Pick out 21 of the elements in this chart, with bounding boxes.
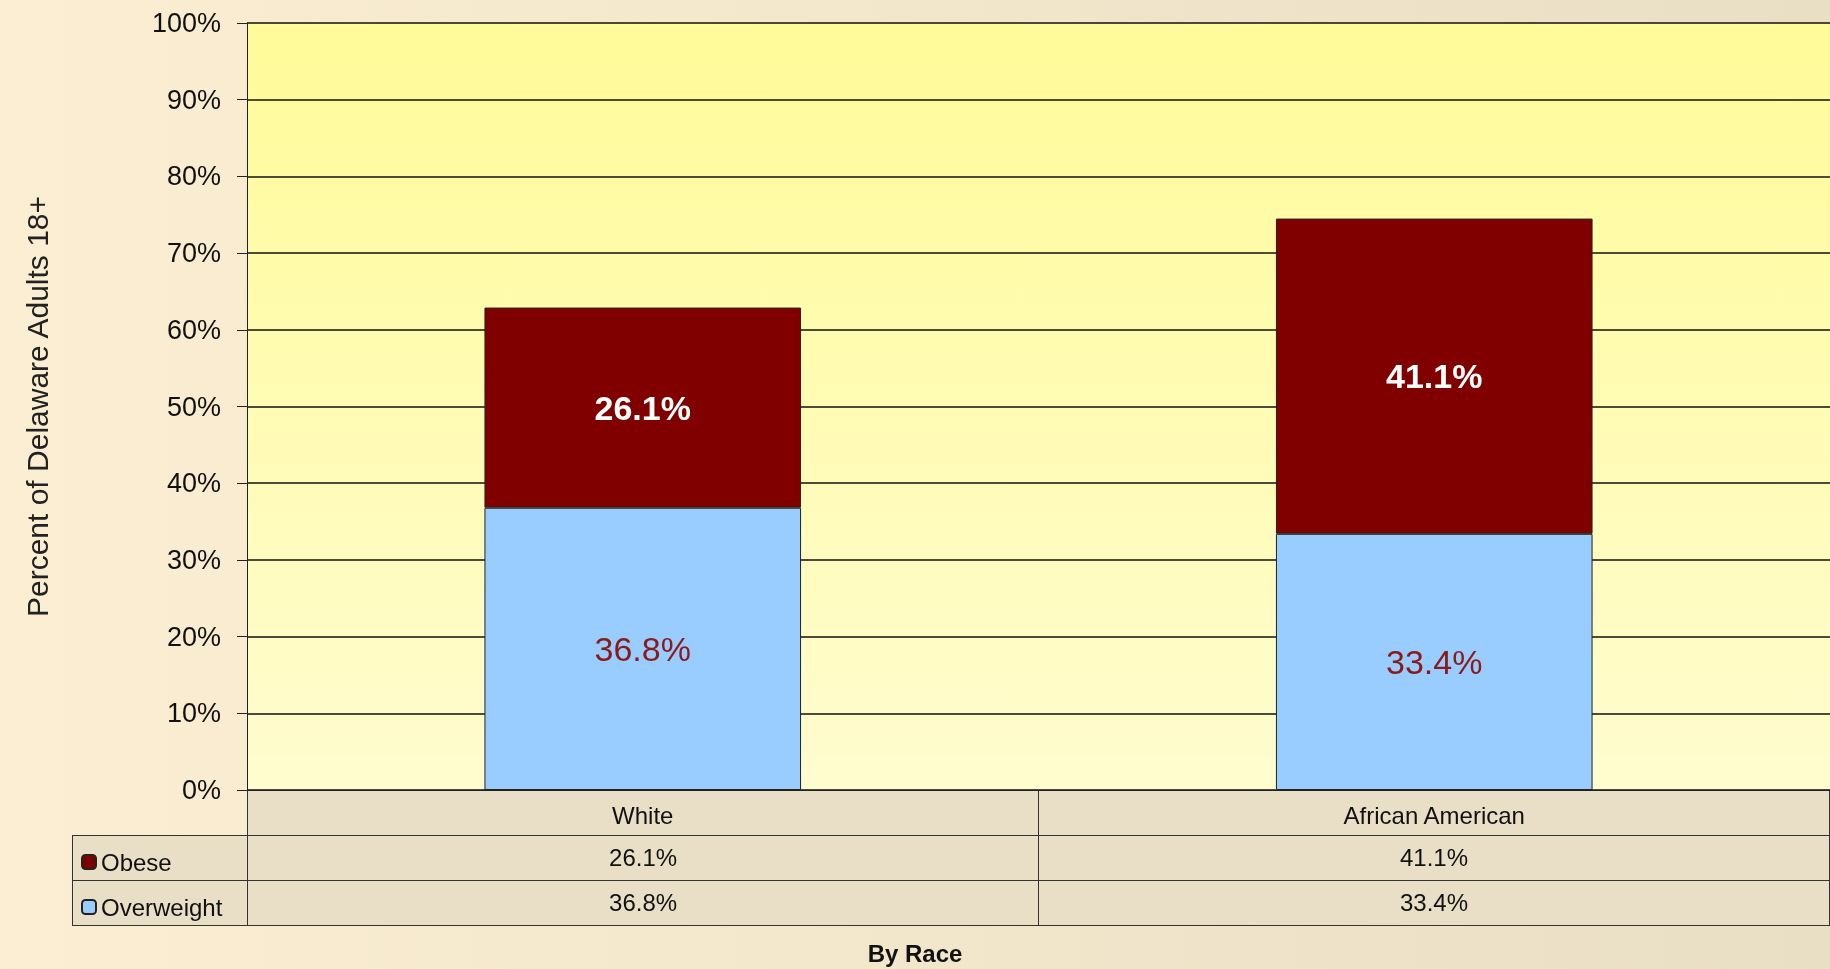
text: 33.4% [1386,642,1483,681]
y-tick-label: 90% [166,84,221,115]
y-axis-title: Percent of Delaware Adults 18+ [20,195,54,618]
y-tick-label: 50% [166,391,221,422]
y-tick-label: 10% [166,698,221,729]
text: 36.8% [594,629,691,668]
y-tick-label: 30% [166,544,221,575]
x-tick-label: White [612,801,674,829]
legend-label: Overweight [101,893,223,921]
y-tick-label: 20% [166,621,221,652]
y-tick-label: 100% [151,8,221,38]
text: By Race [867,939,963,967]
legend-label: Obese [101,848,172,876]
text: 26.1% [594,388,691,427]
x-tick-label: African American [1343,801,1525,829]
y-tick-label: 40% [166,468,221,499]
y-tick-label: 80% [166,161,221,192]
text: 41.1% [1386,357,1483,396]
y-tick-label: 0% [181,775,221,805]
y-tick-label: 60% [166,314,221,345]
y-tick-label: 70% [166,238,221,269]
